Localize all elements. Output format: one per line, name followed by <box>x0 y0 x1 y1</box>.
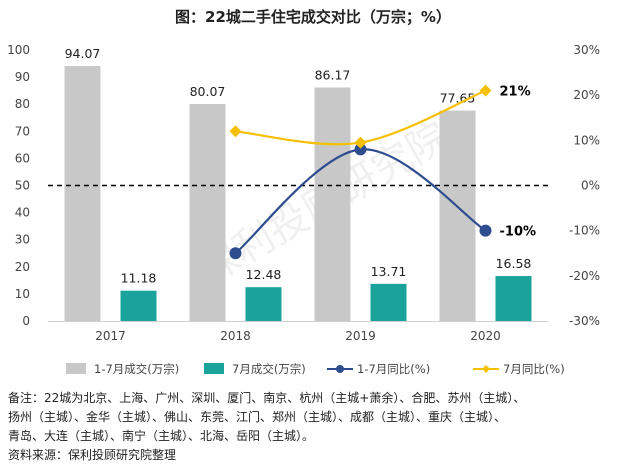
x-axis-tick: 2020 <box>470 329 501 343</box>
left-axis-tick: 50 <box>15 179 30 193</box>
left-axis-tick: 10 <box>15 287 30 301</box>
bar <box>495 276 532 321</box>
series-point <box>229 125 242 138</box>
x-axis-tick: 2017 <box>95 329 126 343</box>
series-point <box>354 143 367 156</box>
bar-data-label: 77.65 <box>440 91 476 106</box>
line-data-label: 21% <box>500 85 531 100</box>
series-point <box>354 136 367 149</box>
series-point <box>229 247 242 260</box>
bar <box>120 290 157 321</box>
left-axis-tick: 80 <box>15 97 30 111</box>
bar-data-label: 80.07 <box>190 84 226 99</box>
legend-marker <box>336 365 344 373</box>
legend-label: 7月成交(万宗) <box>232 362 306 376</box>
right-axis-tick: 20% <box>573 88 600 102</box>
left-axis-tick: 40 <box>15 206 30 220</box>
x-axis-tick: 2019 <box>345 329 376 343</box>
left-axis-tick: 0 <box>22 314 30 328</box>
note-line-3: 青岛、大连（主城）、南宁（主城）、北海、岳阳（主城）。 <box>8 429 315 443</box>
chart-notes: 备注：22城为北京、上海、广州、深圳、厦门、南京、杭州（主城+萧余）、合肥、苏州… <box>8 389 620 465</box>
left-axis-tick: 20 <box>15 260 30 274</box>
left-axis-tick: 70 <box>15 124 30 138</box>
right-axis-tick: 10% <box>573 133 600 147</box>
legend-label: 1-7月同比(%) <box>357 362 430 376</box>
bar-data-label: 13.71 <box>371 264 407 279</box>
bar <box>370 283 407 321</box>
series-point <box>479 224 492 237</box>
note-line-1: 备注：22城为北京、上海、广州、深圳、厦门、南京、杭州（主城+萧余）、合肥、苏州… <box>8 391 526 405</box>
left-axis-tick: 60 <box>15 151 30 165</box>
bar <box>64 66 101 321</box>
source-line: 资料来源：保利投顾研究院整理 <box>8 448 177 462</box>
legend-swatch <box>66 363 86 374</box>
bar-data-label: 16.58 <box>496 256 532 271</box>
bar <box>439 110 476 321</box>
legend-label: 1-7月成交(万宗) <box>94 362 179 376</box>
bar-data-label: 11.18 <box>121 271 157 286</box>
bar-data-label: 12.48 <box>246 267 282 282</box>
chart-title: 图：22城二手住宅成交对比（万宗；%） <box>175 8 451 26</box>
bar-data-label: 86.17 <box>315 67 351 82</box>
right-axis-tick: -10% <box>569 224 600 238</box>
legend-marker <box>482 365 490 373</box>
bar-data-label: 94.07 <box>65 46 101 61</box>
series-point <box>479 84 492 97</box>
right-axis-tick: 30% <box>573 43 600 57</box>
line-data-label: -10% <box>500 225 537 240</box>
bar <box>245 287 282 321</box>
right-axis-tick: -20% <box>569 269 600 283</box>
left-axis-tick: 100 <box>7 43 30 57</box>
right-axis-tick: 0% <box>581 179 600 193</box>
legend-label: 7月同比(%) <box>503 362 565 376</box>
note-line-2: 扬州（主城）、金华（主城）、佛山、东莞、江门、郑州（主城）、成都（主城）、重庆（… <box>8 410 507 424</box>
right-axis-tick: -30% <box>569 314 600 328</box>
bar <box>189 104 226 321</box>
left-axis-tick: 90 <box>15 70 30 84</box>
x-axis-tick: 2018 <box>220 329 251 343</box>
bar <box>314 87 351 321</box>
legend-swatch <box>204 363 224 374</box>
left-axis-tick: 30 <box>15 233 30 247</box>
